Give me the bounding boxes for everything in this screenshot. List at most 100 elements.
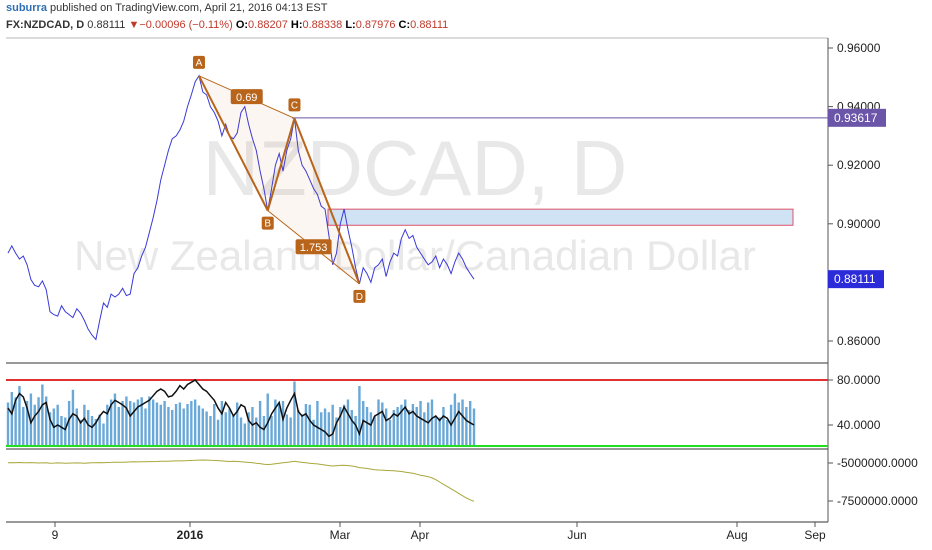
volume-bar — [106, 404, 109, 446]
volume-bar — [243, 423, 247, 446]
volume-bar — [404, 399, 407, 446]
time-tick-label: 9 — [52, 528, 59, 542]
volume-bar — [67, 401, 71, 446]
volume-bar — [327, 412, 331, 446]
volume-bar — [400, 404, 403, 446]
volume-bar — [14, 397, 17, 446]
volume-bar — [102, 423, 105, 446]
username[interactable]: suburra — [6, 2, 47, 14]
volume-bar — [186, 404, 189, 446]
volume-bar — [155, 402, 159, 446]
volume-bar — [407, 410, 411, 446]
volume-bar — [316, 401, 319, 446]
volume-bar — [423, 412, 426, 446]
current-price-label: 0.88111 — [834, 272, 876, 286]
volume-bar — [132, 402, 136, 446]
level-price-badge — [828, 108, 886, 127]
rsi-line[interactable] — [7, 379, 475, 438]
volume-bar — [369, 412, 373, 446]
volume-bar — [140, 397, 143, 446]
osc2-tick-label: -5000000.0000 — [837, 456, 918, 470]
time-tick-label: Mar — [330, 528, 351, 542]
volume-bar — [33, 404, 36, 446]
pattern-point-badge[interactable] — [192, 55, 205, 69]
open-label: O: — [235, 19, 249, 31]
volume-bar — [396, 407, 399, 446]
volume-bar — [457, 402, 460, 446]
volume-bar — [29, 393, 33, 446]
target-zone-rectangle[interactable] — [327, 208, 794, 226]
volume-bar — [44, 396, 48, 446]
volume-bar — [197, 405, 201, 446]
time-tick-label: Apr — [411, 528, 430, 542]
volume-bar — [171, 410, 174, 446]
volume-bar — [362, 401, 365, 446]
volume-bar — [113, 393, 117, 446]
volume-bar — [239, 417, 243, 446]
volume-bar — [304, 404, 308, 446]
volume-bar — [228, 408, 231, 446]
current-price-badge — [828, 270, 884, 289]
volume-bar — [144, 408, 147, 446]
volume-bar — [346, 399, 350, 446]
oscillator-line[interactable] — [7, 459, 475, 502]
volume-bar — [136, 399, 140, 446]
volume-bar — [37, 397, 40, 446]
fib-ratio-badge[interactable] — [230, 89, 263, 105]
osc1-tick-label: 80.0000 — [837, 373, 881, 387]
pattern-leg-bc[interactable] — [266, 118, 296, 211]
publish-info: suburra published on TradingView.com, Ap… — [6, 2, 327, 14]
volume-bar — [220, 401, 224, 446]
volume-bar — [178, 402, 182, 446]
osc2-tick-label: -7500000.0000 — [837, 494, 918, 508]
low-value: 0.87976 — [355, 19, 396, 31]
pattern-leg-cd[interactable] — [293, 117, 361, 285]
pattern-point-label: B — [264, 219, 271, 230]
price-series-line[interactable] — [7, 74, 475, 341]
bcd-triangle-fill — [267, 118, 360, 284]
volume-bar — [323, 408, 327, 446]
pattern-leg-ab[interactable] — [198, 75, 269, 212]
volume-bar — [129, 401, 132, 446]
time-tick-label: Aug — [726, 528, 747, 542]
fib-ratio-badge[interactable] — [295, 239, 332, 255]
symbol-name[interactable]: FX:NZDCAD, D — [6, 19, 85, 31]
volume-bar — [182, 408, 185, 446]
volume-bar — [174, 404, 178, 446]
volume-bar — [247, 412, 250, 446]
volume-bar — [125, 396, 128, 446]
volume-bar — [331, 404, 334, 446]
fib-ratio-label: 0.69 — [236, 92, 257, 104]
volume-bar — [358, 386, 361, 446]
volume-bar — [159, 404, 162, 446]
pattern-point-label: D — [356, 292, 363, 303]
volume-bar — [312, 419, 315, 446]
pattern-point-badge[interactable] — [353, 289, 366, 303]
volume-bar — [64, 417, 67, 446]
down-arrow-icon: ▼ — [128, 19, 140, 31]
volume-bar — [293, 381, 296, 446]
volume-bar — [289, 417, 292, 446]
volume-bar — [373, 416, 376, 446]
volume-bar — [297, 410, 300, 446]
time-tick-label: Jun — [567, 528, 586, 542]
last-price: 0.88111 — [87, 19, 126, 31]
volume-bar — [216, 419, 220, 446]
volume-bar — [377, 399, 380, 446]
symbol-legend: FX:NZDCAD, D 0.88111 ▼−0.00096 (−0.11%) … — [6, 19, 448, 31]
volume-bar — [270, 416, 273, 446]
pattern-point-badge[interactable] — [261, 216, 274, 230]
osc1-tick-label: 40.0000 — [837, 418, 881, 432]
volume-bar — [255, 417, 258, 446]
xab-triangle-fill — [198, 75, 295, 211]
volume-bar — [388, 419, 392, 446]
time-tick-label: Sep — [804, 528, 826, 542]
pattern-point-badge[interactable] — [288, 98, 301, 112]
volume-bar — [71, 389, 75, 446]
volume-bar — [163, 401, 166, 446]
high-value: 0.88338 — [302, 19, 343, 31]
volume-bar — [22, 407, 25, 446]
volume-bar — [281, 401, 285, 446]
watermark-ticker: NZDCAD, D — [203, 124, 628, 212]
